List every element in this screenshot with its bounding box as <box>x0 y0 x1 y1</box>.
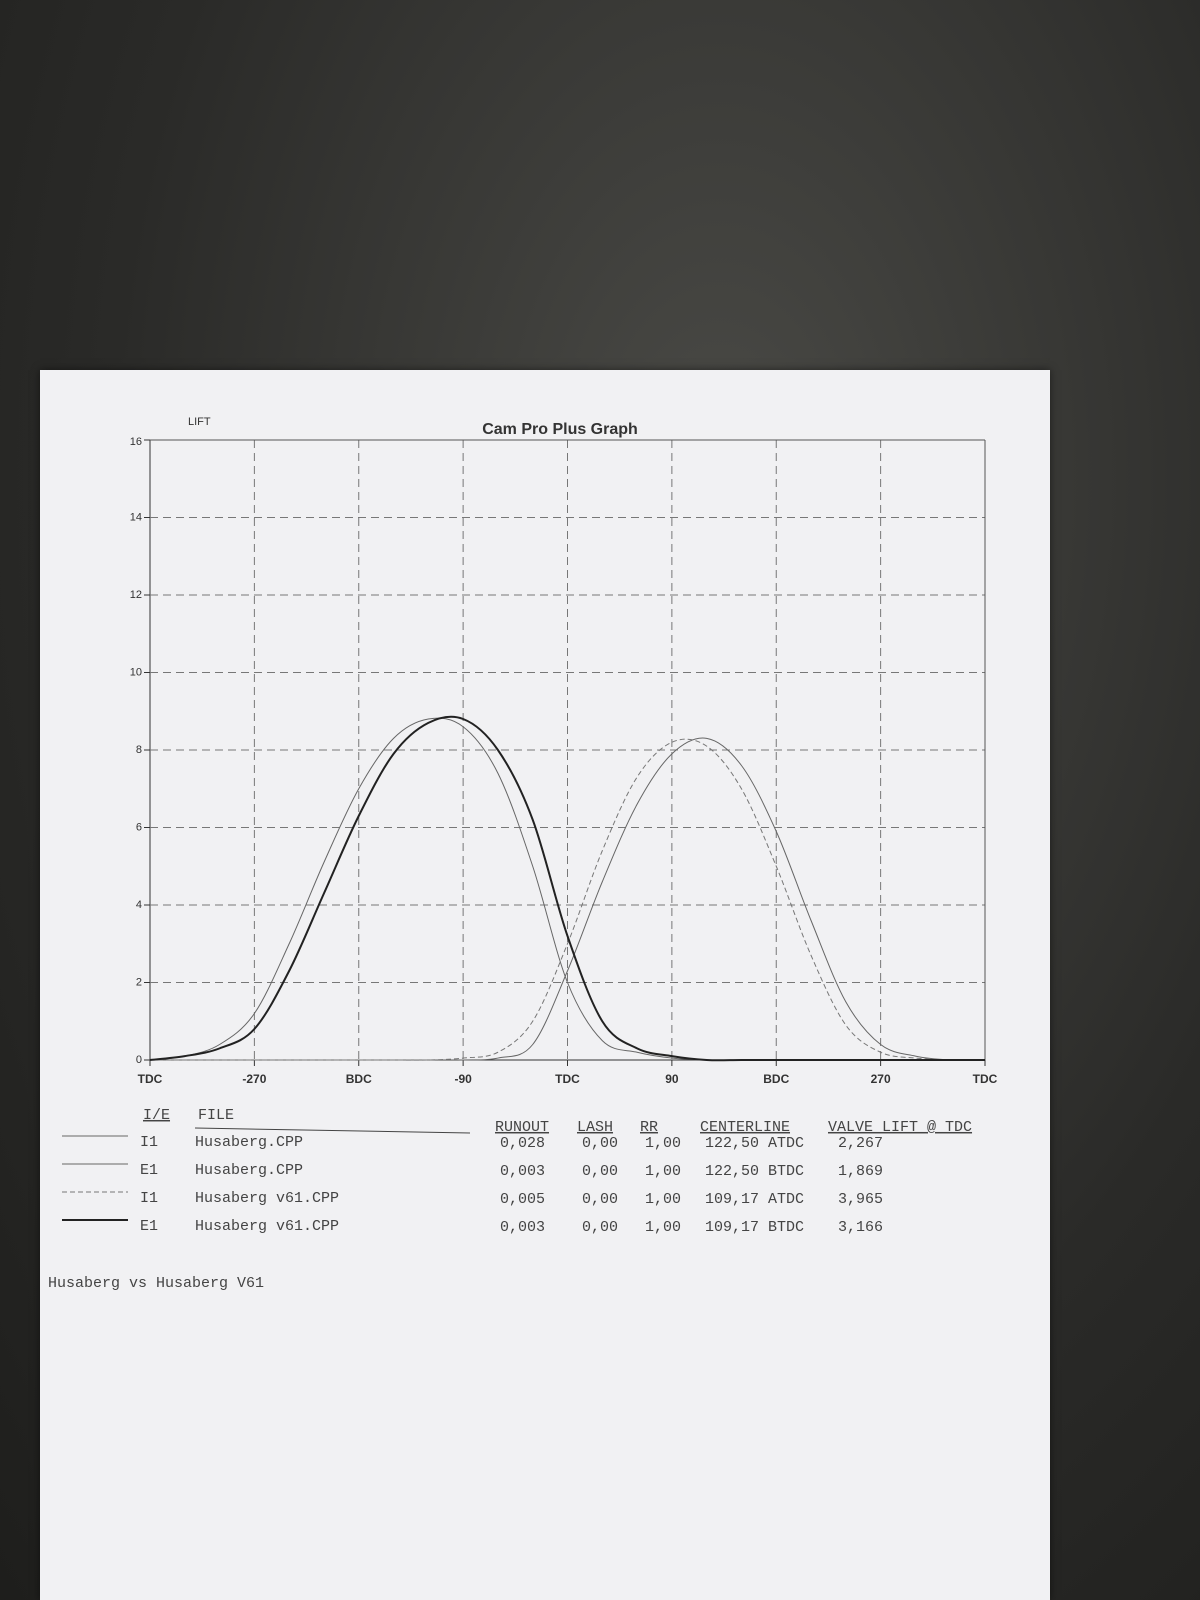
x-tick-label: BDC <box>346 1072 372 1086</box>
table-cell: 109,17 ATDC <box>705 1191 804 1208</box>
table-cell: 1,00 <box>645 1219 681 1236</box>
table-header: RR <box>640 1119 658 1136</box>
table-cell: 122,50 ATDC <box>705 1135 804 1152</box>
legend-label: Husaberg.CPP <box>195 1162 303 1179</box>
legend-ie: I1 <box>140 1134 158 1151</box>
table-cell: 0,00 <box>582 1219 618 1236</box>
table-cell: 2,267 <box>838 1135 883 1152</box>
table-header: LASH <box>577 1119 613 1136</box>
table-cell: 0,003 <box>500 1219 545 1236</box>
legend-header: I/E <box>143 1107 170 1124</box>
y-tick-label: 12 <box>130 589 142 601</box>
x-tick-label: TDC <box>555 1072 580 1086</box>
y-tick-label: 2 <box>136 976 142 988</box>
table-cell: 1,00 <box>645 1163 681 1180</box>
x-tick-label: TDC <box>973 1072 998 1086</box>
note: Husaberg vs Husaberg V61 <box>48 1275 264 1292</box>
y-tick-label: 14 <box>130 511 142 523</box>
table-cell: 0,00 <box>582 1191 618 1208</box>
y-axis-label: LIFT <box>188 416 211 428</box>
table-cell: 1,869 <box>838 1163 883 1180</box>
y-tick-label: 0 <box>136 1054 142 1066</box>
y-tick-label: 16 <box>130 436 142 448</box>
table-cell: 0,003 <box>500 1163 545 1180</box>
table-header: CENTERLINE <box>700 1119 790 1136</box>
table-cell: 3,166 <box>838 1219 883 1236</box>
legend-ie: I1 <box>140 1190 158 1207</box>
x-tick-label: 270 <box>871 1072 891 1086</box>
paper <box>40 370 1050 1600</box>
table-cell: 122,50 BTDC <box>705 1163 804 1180</box>
table-header: VALVE LIFT @ TDC <box>828 1119 972 1136</box>
table-cell: 0,00 <box>582 1135 618 1152</box>
lift-curve <box>149 737 986 1061</box>
y-tick-label: 4 <box>136 899 142 911</box>
legend-ie: E1 <box>140 1162 158 1179</box>
legend-label: Husaberg.CPP <box>195 1134 303 1151</box>
lift-curve <box>149 715 985 1062</box>
y-tick-label: 8 <box>136 744 142 756</box>
lift-curve <box>149 738 986 1061</box>
table-cell: 0,005 <box>500 1191 545 1208</box>
x-tick-label: 90 <box>665 1072 679 1086</box>
legend-label: Husaberg v61.CPP <box>195 1190 339 1207</box>
table-cell: 109,17 BTDC <box>705 1219 804 1236</box>
table-cell: 1,00 <box>645 1191 681 1208</box>
x-tick-label: BDC <box>763 1072 789 1086</box>
legend-ie: E1 <box>140 1218 158 1235</box>
table-cell: 0,028 <box>500 1135 545 1152</box>
table-cell: 3,965 <box>838 1191 883 1208</box>
y-tick-label: 6 <box>136 821 142 833</box>
x-tick-label: -90 <box>454 1072 472 1086</box>
table-cell: 1,00 <box>645 1135 681 1152</box>
y-tick-label: 10 <box>130 666 142 678</box>
table-cell: 0,00 <box>582 1163 618 1180</box>
x-tick-label: -270 <box>242 1072 266 1086</box>
legend-header: FILE <box>198 1107 234 1124</box>
chart-title: Cam Pro Plus Graph <box>482 421 638 438</box>
table-header: RUNOUT <box>495 1119 549 1136</box>
x-tick-label: TDC <box>138 1072 163 1086</box>
legend-label: Husaberg v61.CPP <box>195 1218 339 1235</box>
header-rule <box>194 1127 471 1134</box>
